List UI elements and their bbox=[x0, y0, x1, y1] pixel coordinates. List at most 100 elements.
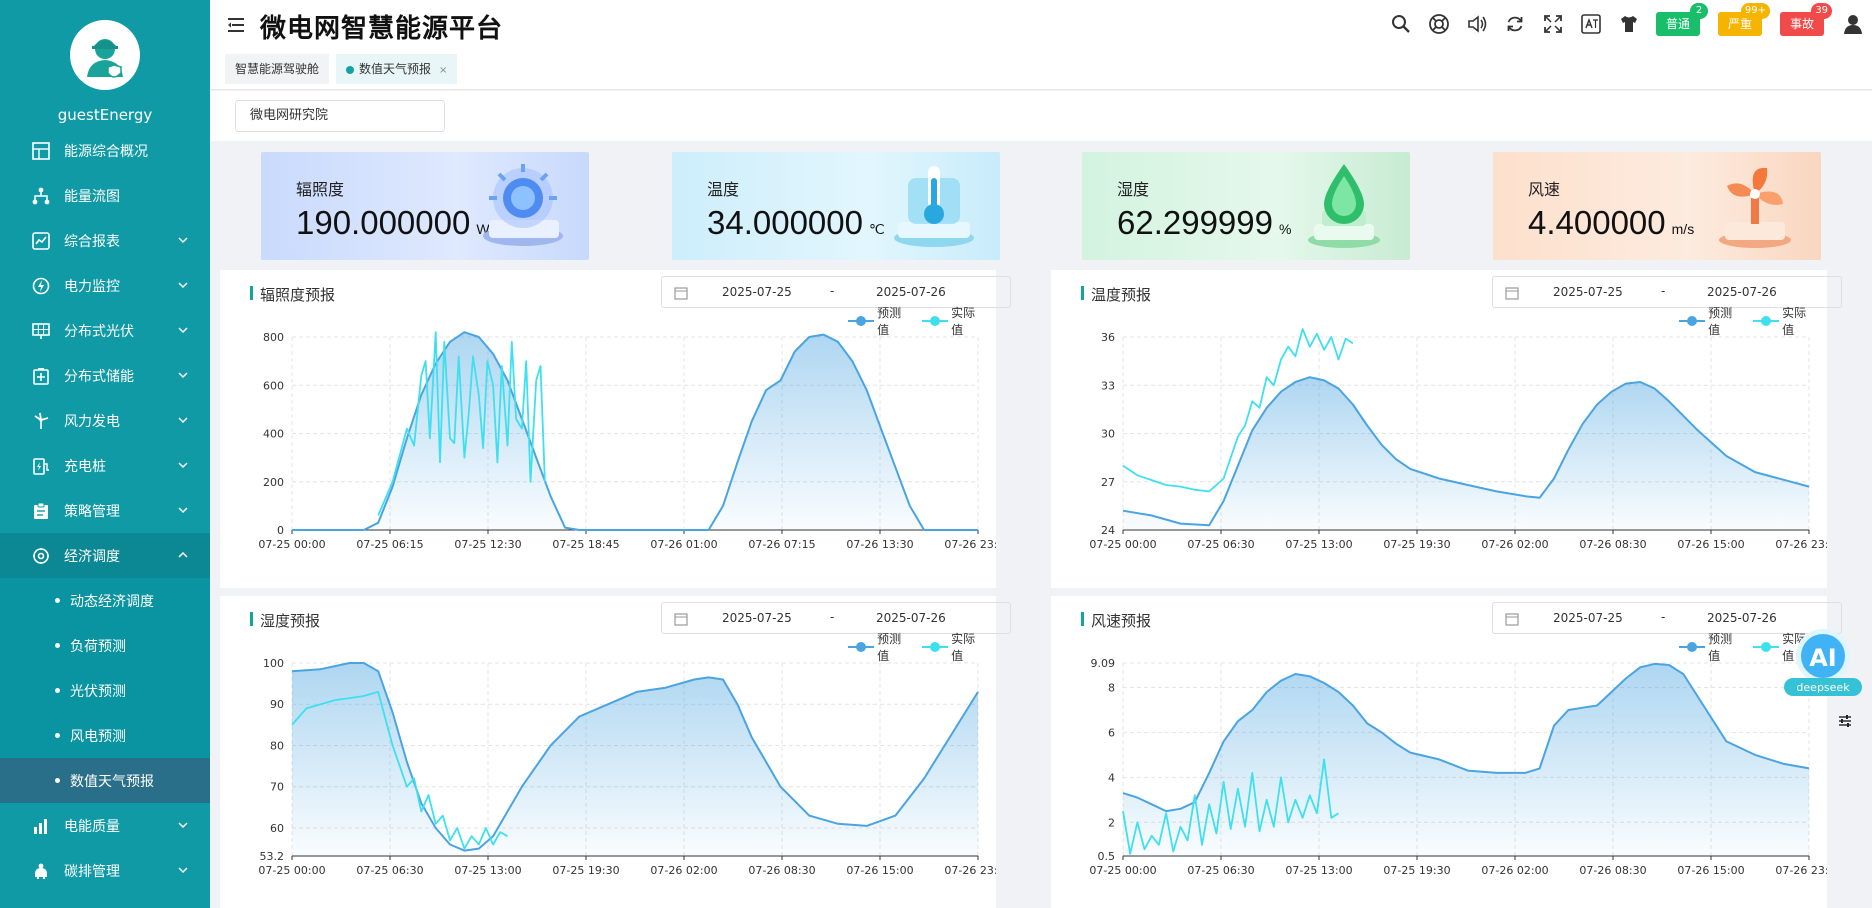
power-monitor-icon bbox=[32, 277, 50, 295]
sidebar-item-power-monitor[interactable]: 电力监控 bbox=[0, 263, 210, 308]
sidebar-item-label: 分布式光伏 bbox=[64, 323, 134, 340]
kpi-label: 辐照度 bbox=[296, 180, 345, 199]
bullet-dot-icon bbox=[55, 778, 60, 783]
theme-shirt-icon[interactable] bbox=[1618, 13, 1640, 35]
legend-predicted[interactable]: 预测值 bbox=[1679, 630, 1743, 664]
chevron-down-icon bbox=[178, 507, 188, 514]
user-icon[interactable] bbox=[1842, 13, 1864, 35]
sidebar-subitem[interactable]: 风电预测 bbox=[0, 713, 210, 758]
x-tick-label: 07-26 08:30 bbox=[1579, 864, 1646, 877]
sidebar-item-wind-turbine[interactable]: 风力发电 bbox=[0, 398, 210, 443]
panel-wind-forecast: 风速预报 2025-07-25 - 2025-07-26 预测值 实际值 9.0… bbox=[1051, 596, 1842, 908]
sidebar-item-label: 能量流图 bbox=[64, 188, 120, 205]
x-tick-label: 07-26 15:00 bbox=[1677, 538, 1744, 551]
panel-title: 温度预报 bbox=[1091, 286, 1152, 304]
grid-dashboard-icon bbox=[32, 141, 50, 160]
language-icon[interactable] bbox=[1580, 13, 1602, 35]
date-range-picker[interactable]: 2025-07-25 - 2025-07-26 bbox=[661, 602, 1011, 634]
title-accent-bar bbox=[250, 612, 253, 626]
sidebar-subitem-label: 风电预测 bbox=[70, 728, 126, 745]
alarm-button[interactable]: 普通 2 bbox=[1656, 3, 1709, 36]
settings-sliders-icon[interactable] bbox=[1838, 714, 1852, 728]
menu-fold-icon[interactable] bbox=[228, 16, 246, 34]
bullet-dot-icon bbox=[55, 643, 60, 648]
x-tick-label: 07-25 13:00 bbox=[1285, 538, 1352, 551]
help-lifebuoy-icon[interactable] bbox=[1428, 13, 1450, 35]
refresh-icon[interactable] bbox=[1504, 13, 1526, 35]
sidebar-item-flow-tree[interactable]: 能量流图 bbox=[0, 173, 210, 218]
date-start[interactable]: 2025-07-25 bbox=[1553, 285, 1623, 299]
volume-icon[interactable] bbox=[1466, 13, 1488, 35]
predicted-area-fill bbox=[1123, 663, 1809, 856]
wind-turbine-icon bbox=[32, 412, 50, 430]
legend-actual[interactable]: 实际值 bbox=[1753, 304, 1817, 338]
date-end[interactable]: 2025-07-26 bbox=[876, 285, 946, 299]
date-range-picker[interactable]: 2025-07-25 - 2025-07-26 bbox=[1492, 276, 1842, 308]
actual-series-line bbox=[377, 331, 546, 516]
date-start[interactable]: 2025-07-25 bbox=[722, 611, 792, 625]
sidebar-item-power-quality[interactable]: 电能质量 bbox=[0, 803, 210, 848]
kpi-label: 风速 bbox=[1528, 180, 1561, 199]
alarm-label: 事故 bbox=[1790, 17, 1815, 31]
sidebar-item-carbon[interactable]: 碳排管理 bbox=[0, 848, 210, 893]
sidebar-item-label: 能源综合概况 bbox=[64, 143, 148, 160]
sidebar-item-charging-pile[interactable]: 充电桩 bbox=[0, 443, 210, 488]
alarm-button[interactable]: 事故 39 bbox=[1780, 3, 1833, 36]
economic-dispatch-icon bbox=[32, 547, 50, 565]
irradiance-chart: 800 600 400 200 007-25 00:00 07-25 06:15 07-25… bbox=[258, 331, 996, 551]
user-avatar[interactable] bbox=[70, 20, 140, 90]
kpi-label: 温度 bbox=[707, 180, 740, 199]
sidebar-item-strategy[interactable]: 策略管理 bbox=[0, 488, 210, 533]
fullscreen-icon[interactable] bbox=[1542, 13, 1564, 35]
bullet-dot-icon bbox=[55, 733, 60, 738]
sidebar-item-grid-dashboard[interactable]: 能源综合概况 bbox=[0, 128, 210, 173]
x-tick-label: 07-26 08:30 bbox=[748, 864, 815, 877]
sidebar-item-economic-dispatch[interactable]: 经济调度 bbox=[0, 533, 210, 578]
tab-cockpit[interactable]: 智慧能源驾驶舱 bbox=[225, 54, 330, 84]
x-tick-label: 07-26 02:00 bbox=[1481, 864, 1548, 877]
sidebar-item-solar-panel[interactable]: 分布式光伏 bbox=[0, 308, 210, 353]
tab-bar: 智慧能源驾驶舱 数值天气预报 × bbox=[210, 50, 1872, 90]
alarm-button[interactable]: 严重 99+ bbox=[1718, 3, 1771, 36]
sidebar-subitem[interactable]: 光伏预测 bbox=[0, 668, 210, 713]
ai-assistant-button[interactable]: AI deepseek bbox=[1780, 626, 1866, 698]
bullet-dot-icon bbox=[55, 688, 60, 693]
tab-weather-forecast[interactable]: 数值天气预报 × bbox=[336, 54, 458, 84]
legend-actual[interactable]: 实际值 bbox=[922, 630, 986, 664]
legend-actual[interactable]: 实际值 bbox=[922, 304, 986, 338]
tab-label: 数值天气预报 bbox=[359, 62, 432, 76]
sidebar-subitem[interactable]: 动态经济调度 bbox=[0, 578, 210, 623]
predicted-area-fill bbox=[292, 663, 978, 856]
x-tick-label: 07-25 00:00 bbox=[258, 538, 325, 551]
date-end[interactable]: 2025-07-26 bbox=[1707, 611, 1777, 625]
chevron-down-icon bbox=[178, 282, 188, 289]
sidebar-subitem-label: 光伏预测 bbox=[70, 683, 126, 700]
legend-predicted[interactable]: 预测值 bbox=[848, 304, 912, 338]
date-range-picker[interactable]: 2025-07-25 - 2025-07-26 bbox=[661, 276, 1011, 308]
date-end[interactable]: 2025-07-26 bbox=[1707, 285, 1777, 299]
date-start[interactable]: 2025-07-25 bbox=[722, 285, 792, 299]
close-icon[interactable]: × bbox=[439, 65, 448, 76]
sidebar-subitem[interactable]: 数值天气预报 bbox=[0, 758, 210, 803]
date-start[interactable]: 2025-07-25 bbox=[1553, 611, 1623, 625]
charging-pile-icon bbox=[32, 457, 50, 475]
x-tick-label: 07-26 15:00 bbox=[846, 864, 913, 877]
date-range-picker[interactable]: 2025-07-25 - 2025-07-26 bbox=[1492, 602, 1842, 634]
sun-gear-icon bbox=[483, 164, 563, 246]
chevron-up-icon bbox=[178, 551, 188, 558]
sidebar-item-battery-storage[interactable]: 分布式储能 bbox=[0, 353, 210, 398]
panel-title: 湿度预报 bbox=[260, 612, 321, 630]
search-icon[interactable] bbox=[1390, 13, 1412, 35]
sidebar-item-report[interactable]: 综合报表 bbox=[0, 218, 210, 263]
legend-predicted[interactable]: 预测值 bbox=[1679, 304, 1743, 338]
x-tick-label: 07-25 00:00 bbox=[1089, 538, 1156, 551]
chart-legend: 预测值 实际值 bbox=[1679, 304, 1827, 338]
y-tick-label: 30 bbox=[1101, 428, 1115, 441]
sidebar-subitem[interactable]: 负荷预测 bbox=[0, 623, 210, 668]
date-end[interactable]: 2025-07-26 bbox=[876, 611, 946, 625]
legend-predicted[interactable]: 预测值 bbox=[848, 630, 912, 664]
kpi-value: 34.000000 ℃ bbox=[707, 204, 885, 241]
org-select[interactable]: 微电网研究院 bbox=[235, 100, 445, 132]
sidebar-item-label: 电能质量 bbox=[64, 818, 120, 835]
x-tick-label: 07-26 23:45 bbox=[1775, 864, 1827, 877]
